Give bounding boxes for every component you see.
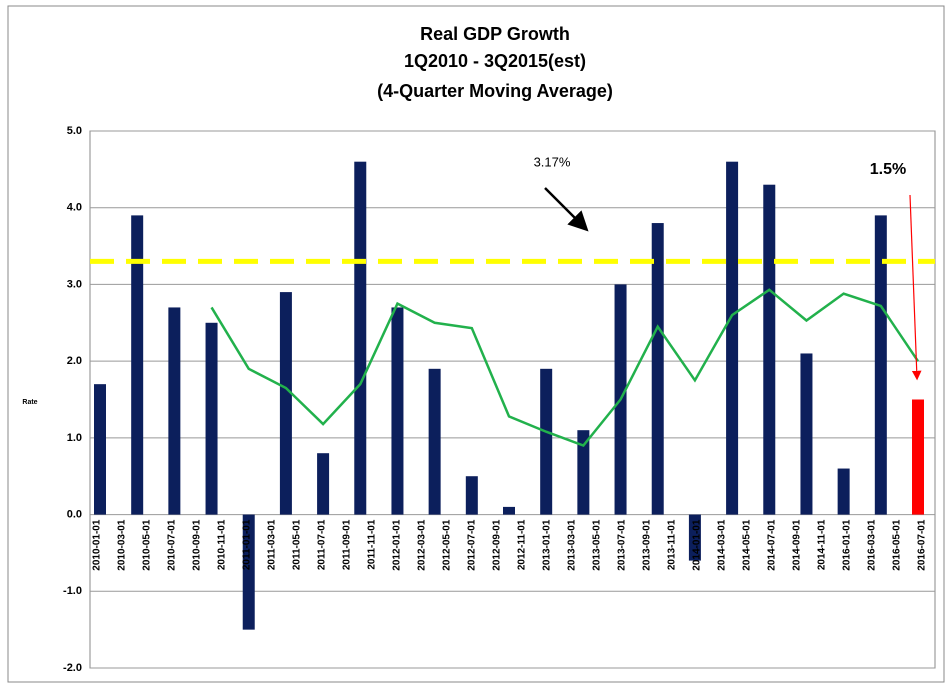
bar <box>94 384 106 515</box>
bar <box>688 514 701 561</box>
chart-subtitle: (4-Quarter Moving Average) <box>377 81 613 101</box>
bar <box>651 223 664 515</box>
y-tick-label: -1.0 <box>63 585 82 597</box>
x-tick-label: 2014-07-01 <box>767 519 778 571</box>
bar <box>912 399 924 515</box>
moving-average-line <box>210 288 920 448</box>
y-axis-label: Rate <box>22 399 37 406</box>
bar <box>428 368 441 515</box>
bar <box>874 215 887 515</box>
y-tick-label: 5.0 <box>67 125 82 137</box>
bar <box>279 292 292 515</box>
bar <box>205 322 218 515</box>
bar <box>577 430 590 515</box>
x-tick-label: 2012-11-01 <box>517 519 528 570</box>
x-tick-label: 2013-01-01 <box>542 519 553 571</box>
x-tick-label: 2012-03-01 <box>417 519 428 571</box>
x-tick-label: 2011-03-01 <box>267 519 278 570</box>
x-tick-label: 2013-03-01 <box>567 519 578 571</box>
bar <box>726 161 739 515</box>
x-tick-label: 2013-09-01 <box>642 519 653 571</box>
chart-title: Real GDP Growth <box>420 24 570 44</box>
x-tick-label: 2014-01-01 <box>692 519 703 571</box>
bar <box>540 368 553 515</box>
bar <box>837 468 850 515</box>
x-tick-label: 2013-07-01 <box>617 519 628 571</box>
y-tick-label: -2.0 <box>63 662 82 674</box>
y-tick-label: 2.0 <box>67 355 82 367</box>
bar <box>131 215 144 515</box>
x-tick-label: 2010-09-01 <box>192 519 203 571</box>
y-tick-label: 4.0 <box>67 202 82 214</box>
x-tick-label: 2012-09-01 <box>492 519 503 571</box>
x-tick-label: 2011-07-01 <box>317 519 328 570</box>
x-tick-label: 2014-09-01 <box>792 519 803 571</box>
x-tick-label: 2010-07-01 <box>167 519 178 571</box>
x-tick-label: 2014-03-01 <box>717 519 728 571</box>
bar <box>800 353 813 515</box>
bar <box>242 514 255 630</box>
annotation-arrow <box>544 187 589 232</box>
annotation-arrow <box>909 194 922 381</box>
x-tick-label: 2011-01-01 <box>242 519 253 570</box>
annotation: 1.5% <box>870 161 906 178</box>
x-tick-label: 2012-05-01 <box>442 519 453 571</box>
x-tick-label: 2012-07-01 <box>467 519 478 571</box>
x-tick-label: 2014-05-01 <box>742 519 753 571</box>
x-tick-label: 2010-03-01 <box>117 519 128 571</box>
x-tick-label: 2010-01-01 <box>92 519 103 571</box>
x-tick-label: 2010-05-01 <box>142 519 153 571</box>
x-tick-label: 2012-01-01 <box>392 519 403 571</box>
y-tick-label: 3.0 <box>67 278 82 290</box>
bar <box>391 307 404 515</box>
x-tick-label: 2016-07-01 <box>917 519 928 571</box>
x-tick-label: 2011-05-01 <box>292 519 303 570</box>
bar <box>465 476 478 515</box>
bar <box>168 307 181 515</box>
x-tick-label: 2016-01-01 <box>842 519 853 571</box>
x-tick-label: 2016-03-01 <box>867 519 878 571</box>
x-tick-label: 2013-11-01 <box>667 519 678 570</box>
bar <box>763 184 776 515</box>
y-tick-label: 0.0 <box>67 508 82 520</box>
x-tick-label: 2010-11-01 <box>217 519 228 570</box>
chart-border <box>7 5 945 683</box>
x-tick-label: 2011-11-01 <box>367 519 378 569</box>
chart-subtitle: 1Q2010 - 3Q2015(est) <box>404 51 586 71</box>
x-tick-label: 2011-09-01 <box>342 519 353 570</box>
annotation: 3.17% <box>534 154 571 169</box>
x-tick-label: 2013-05-01 <box>592 519 603 571</box>
x-tick-label: 2014-11-01 <box>817 519 828 570</box>
y-tick-label: 1.0 <box>67 432 82 444</box>
bar <box>354 161 367 515</box>
x-tick-label: 2016-05-01 <box>892 519 903 571</box>
bar <box>503 506 515 515</box>
bar <box>317 453 330 515</box>
